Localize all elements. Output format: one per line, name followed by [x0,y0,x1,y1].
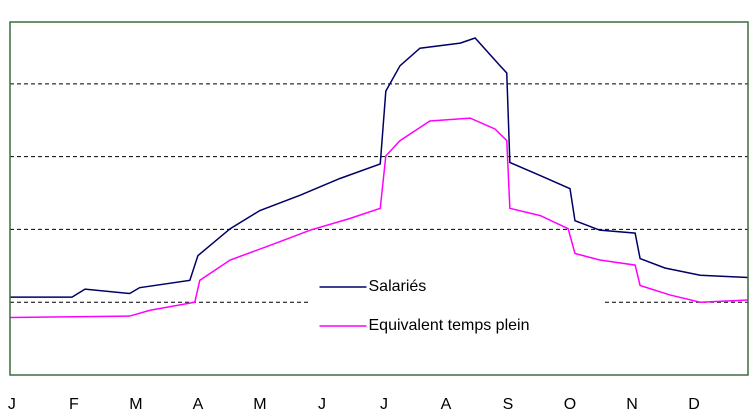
x-tick-label: A [193,396,204,413]
legend-label: Equivalent temps plein [369,317,530,334]
x-tick-label: J [318,396,326,413]
x-tick-label: J [380,396,388,413]
x-tick-label: S [503,396,514,413]
series-line [10,37,749,298]
series-line [9,117,749,319]
x-tick-label: M [253,396,266,413]
x-tick-label: D [688,396,700,413]
x-tick-label: F [69,396,79,413]
x-tick-label: J [8,396,16,413]
x-tick-label: A [441,396,452,413]
x-tick-label: M [129,396,142,413]
legend-label: Salariés [369,278,427,295]
plot-border [9,21,749,376]
x-tick-label: N [626,396,638,413]
x-tick-label: O [564,396,576,413]
